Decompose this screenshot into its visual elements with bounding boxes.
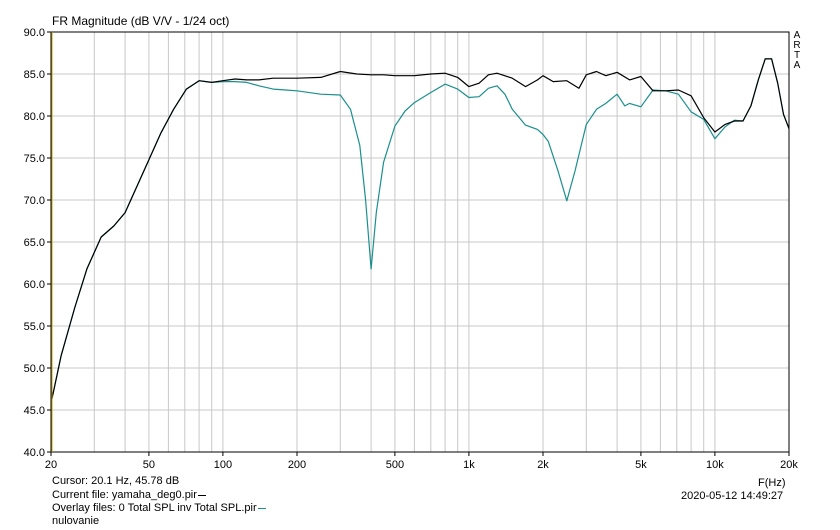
- y-tick-label: 60.0: [24, 279, 45, 291]
- current-file-swatch: [197, 494, 206, 496]
- x-tick-label: 2k: [537, 459, 549, 471]
- series-group: [50, 58, 790, 404]
- y-tick-label: 40.0: [24, 447, 45, 459]
- chart-title: FR Magnitude (dB V/V - 1/24 oct): [52, 14, 230, 28]
- overlay-file-swatch: [257, 507, 266, 509]
- y-tick-label: 50.0: [24, 363, 45, 375]
- y-tick-label: 45.0: [24, 405, 45, 417]
- overlay-name: nulovanie: [52, 515, 100, 527]
- overlay-files-label: Overlay files: 0 Total SPL inv Total SPL…: [52, 502, 266, 514]
- plot-border: [50, 31, 790, 453]
- logo-letter: T: [793, 50, 801, 61]
- y-tick-label: 80.0: [24, 111, 45, 123]
- x-tick-label: 1k: [463, 459, 475, 471]
- cursor-readout: Cursor: 20.1 Hz, 45.78 dB: [52, 475, 180, 487]
- x-tick-label: 10k: [706, 459, 724, 471]
- logo-letter: R: [793, 40, 801, 51]
- axis-tick-labels: 40.0 45.0 50.0 55.0 60.0 65.0 70.0 75.0 80.0 85.0…: [24, 27, 799, 471]
- y-tick-label: 85.0: [24, 69, 45, 81]
- y-tick-label: 70.0: [24, 195, 45, 207]
- grid-lines: [51, 32, 789, 452]
- current-file-trace: [50, 58, 790, 404]
- logo-letter: A: [793, 60, 801, 71]
- overlay-trace: [50, 58, 790, 404]
- x-tick-label: 500: [386, 459, 404, 471]
- current-file-label: Current file: yamaha_deg0.pir: [52, 489, 206, 501]
- y-tick-label: 65.0: [24, 237, 45, 249]
- y-tick-label: 75.0: [24, 153, 45, 165]
- y-tick-label: 55.0: [24, 321, 45, 333]
- logo-letter: A: [793, 30, 801, 41]
- plot-frame: [47, 31, 790, 456]
- arta-logo: A R T A: [791, 31, 803, 71]
- x-tick-label: 5k: [635, 459, 647, 471]
- timestamp: 2020-05-12 14:49:27: [681, 490, 784, 502]
- x-axis-unit: F(Hz): [758, 477, 786, 489]
- x-tick-label: 100: [214, 459, 232, 471]
- x-tick-label: 20k: [780, 459, 798, 471]
- y-tick-label: 90.0: [24, 27, 45, 39]
- x-tick-label: 20: [45, 459, 57, 471]
- x-tick-label: 200: [288, 459, 306, 471]
- x-tick-label: 50: [143, 459, 155, 471]
